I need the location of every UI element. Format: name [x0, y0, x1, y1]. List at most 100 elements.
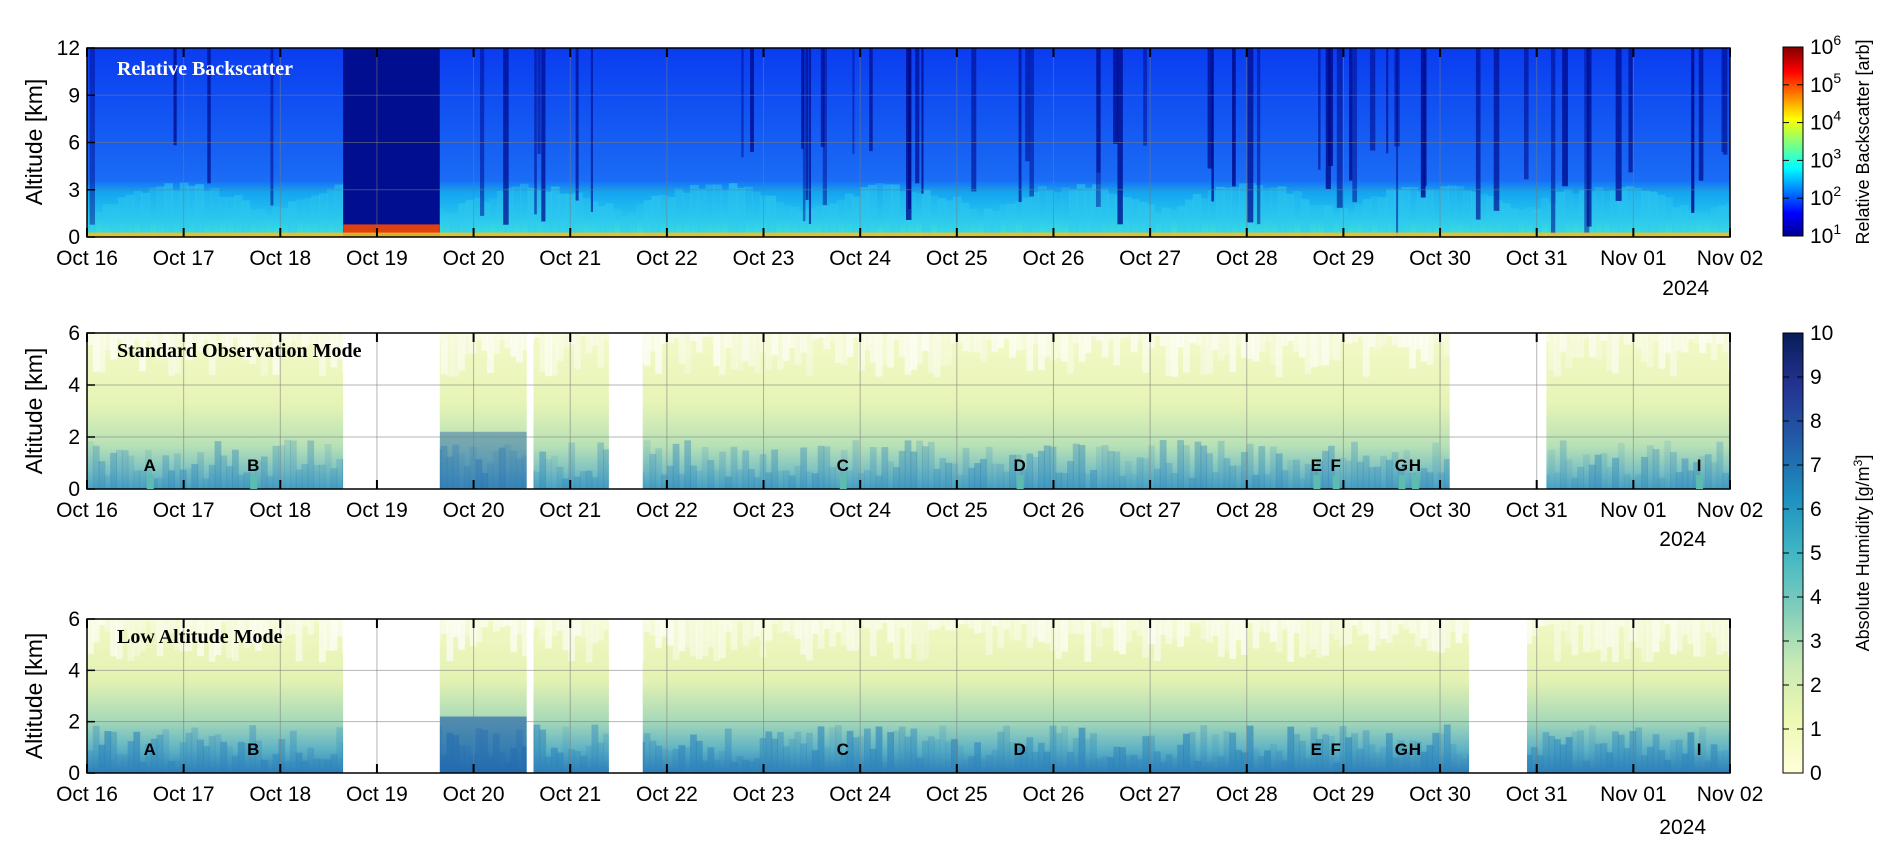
upper-dry-cell	[150, 619, 158, 635]
upper-dry-cell	[985, 333, 993, 341]
moist-layer-cell	[1664, 759, 1672, 773]
signal-dropout-streak	[1723, 48, 1728, 155]
upper-dry-cell	[504, 333, 512, 349]
upper-dry-cell	[1252, 619, 1260, 649]
signal-dropout-streak	[1247, 48, 1254, 223]
upper-dry-cell	[150, 333, 158, 350]
upper-dry-cell	[794, 333, 802, 365]
x-tick-label: Oct 19	[346, 783, 408, 806]
boundary-layer-cell	[581, 197, 591, 237]
moist-layer-cell	[1664, 440, 1672, 489]
moist-layer-cell	[1130, 754, 1138, 773]
signal-dropout-streak	[541, 48, 546, 222]
upper-dry-cell	[1090, 333, 1097, 337]
no-data-gap	[526, 619, 534, 773]
signal-dropout-streak	[1349, 48, 1353, 181]
boundary-layer-cell	[1153, 211, 1163, 237]
moist-layer-cell	[1606, 752, 1614, 773]
x-tick-label: Oct 26	[1023, 247, 1085, 270]
upper-dry-cell	[951, 333, 958, 344]
upper-dry-cell	[87, 619, 94, 654]
moist-layer-cell	[1681, 458, 1689, 489]
upper-dry-cell	[1009, 333, 1016, 358]
upper-dry-cell	[1084, 333, 1092, 353]
upper-dry-cell	[313, 333, 320, 359]
x-tick-label: Oct 28	[1216, 499, 1278, 522]
upper-dry-cell	[1211, 333, 1219, 350]
upper-dry-cell	[1420, 333, 1428, 362]
humid-episode	[439, 716, 527, 773]
upper-dry-cell	[1252, 333, 1260, 362]
moist-layer-cell	[869, 447, 877, 489]
upper-dry-cell	[782, 619, 790, 632]
upper-dry-cell	[1641, 619, 1648, 662]
boundary-layer-cell	[597, 205, 606, 237]
boundary-layer-cell	[1262, 188, 1271, 237]
moist-layer-cell	[1171, 473, 1179, 489]
moist-layer-cell	[110, 731, 117, 773]
moist-layer-cell	[1385, 459, 1393, 489]
cloud-peak	[1832, 134, 1839, 139]
moist-layer-cell	[748, 469, 755, 489]
moist-layer-cell	[533, 724, 541, 773]
moist-layer-cell	[324, 444, 332, 489]
upper-dry-cell	[585, 333, 593, 354]
moist-layer-cell	[672, 443, 680, 489]
cloud-peak	[1769, 150, 1777, 158]
moist-layer-cell	[162, 455, 170, 489]
upper-dry-cell	[1577, 619, 1585, 625]
moist-layer-cell	[904, 736, 912, 773]
boundary-layer-cell	[875, 183, 885, 237]
upper-dry-cell	[1026, 619, 1034, 648]
moist-layer-cell	[249, 460, 257, 489]
moist-layer-cell	[939, 725, 947, 773]
boundary-layer-cell	[1641, 190, 1650, 237]
upper-dry-cell	[956, 333, 964, 343]
boundary-layer-cell	[891, 184, 900, 237]
moist-layer-cell	[840, 450, 848, 489]
moist-layer-cell	[643, 733, 651, 773]
moist-layer-cell	[684, 440, 692, 489]
upper-dry-cell	[231, 619, 239, 661]
boundary-layer-cell	[1370, 196, 1380, 237]
event-label: E	[1311, 740, 1322, 759]
moist-layer-cell	[661, 474, 668, 489]
upper-dry-cell	[968, 619, 976, 629]
boundary-layer-cell	[1378, 197, 1387, 237]
moist-layer-cell	[1269, 446, 1277, 489]
upper-dry-cell	[1641, 333, 1648, 363]
moist-layer-cell	[869, 748, 877, 773]
no-data-gap	[343, 619, 440, 773]
boundary-layer-cell	[1478, 194, 1488, 237]
upper-dry-cell	[684, 619, 692, 648]
surface-band	[87, 232, 1730, 237]
moist-layer-cell	[440, 445, 448, 489]
upper-dry-cell	[133, 333, 141, 341]
boundary-layer-cell	[589, 201, 599, 237]
upper-dry-cell	[655, 619, 663, 648]
y-tick-label: 0	[68, 478, 80, 501]
moist-layer-cell	[1258, 446, 1266, 489]
upper-dry-cell	[794, 619, 802, 640]
upper-dry-cell	[1182, 619, 1190, 637]
upper-dry-cell	[115, 619, 123, 660]
upper-dry-cell	[301, 333, 309, 347]
moist-layer-cell	[1293, 459, 1300, 489]
moist-layer-cell	[939, 458, 947, 489]
event-label: A	[144, 740, 156, 759]
moist-layer-cell	[1594, 743, 1602, 773]
x-tick-label: Oct 23	[733, 783, 795, 806]
upper-dry-cell	[278, 619, 286, 640]
signal-dropout-streak	[1523, 48, 1529, 180]
moist-layer-cell	[98, 461, 106, 489]
moist-layer-cell	[1391, 757, 1399, 773]
upper-dry-cell	[318, 333, 326, 376]
moist-layer-cell	[1130, 474, 1138, 489]
moist-layer-cell	[231, 755, 239, 773]
boundary-layer-cell	[635, 203, 645, 237]
moist-layer-cell	[92, 445, 100, 489]
moist-layer-cell	[661, 748, 668, 773]
upper-dry-cell	[765, 619, 773, 641]
boundary-layer-cell	[945, 200, 954, 237]
moist-layer-cell	[591, 724, 599, 773]
